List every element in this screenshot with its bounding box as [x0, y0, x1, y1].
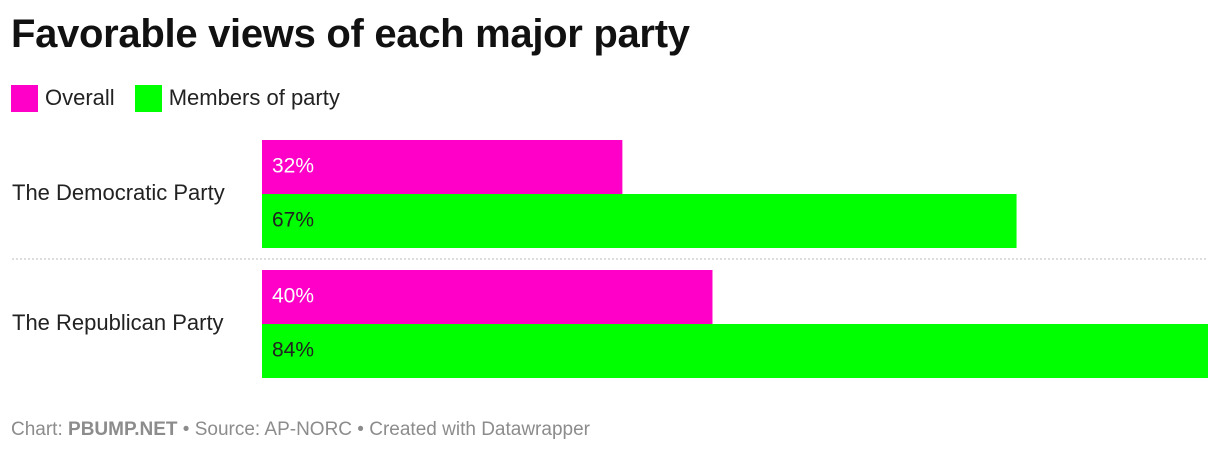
footer-separator: • [352, 419, 370, 440]
category-label: The Democratic Party [12, 180, 225, 205]
footer-source: Source: AP-NORC [194, 419, 353, 440]
footer-separator: • [177, 419, 195, 440]
data-label: 32% [272, 155, 314, 178]
bar [262, 140, 623, 194]
data-label: 84% [272, 339, 314, 362]
data-label: 40% [272, 285, 314, 308]
data-label: 67% [272, 209, 314, 232]
legend: Overall Members of party [11, 84, 360, 112]
chart-footer: Chart: PBUMP.NET • Source: AP-NORC • Cre… [11, 419, 590, 441]
chart-title: Favorable views of each major party [11, 12, 690, 56]
legend-item-overall: Overall [11, 84, 115, 112]
category-label: The Republican Party [12, 310, 224, 335]
bar [262, 194, 1017, 248]
legend-swatch-overall [11, 84, 38, 112]
footer-credit: PBUMP.NET [68, 419, 178, 440]
legend-label-overall: Overall [45, 85, 115, 110]
footer-created-with: Created with Datawrapper [369, 419, 590, 440]
legend-label-members: Members of party [168, 85, 340, 110]
footer-chart-prefix: Chart: [11, 419, 69, 440]
bar [262, 270, 713, 324]
legend-swatch-members [134, 84, 162, 112]
bar [262, 324, 1208, 378]
legend-item-members: Members of party [134, 84, 340, 112]
